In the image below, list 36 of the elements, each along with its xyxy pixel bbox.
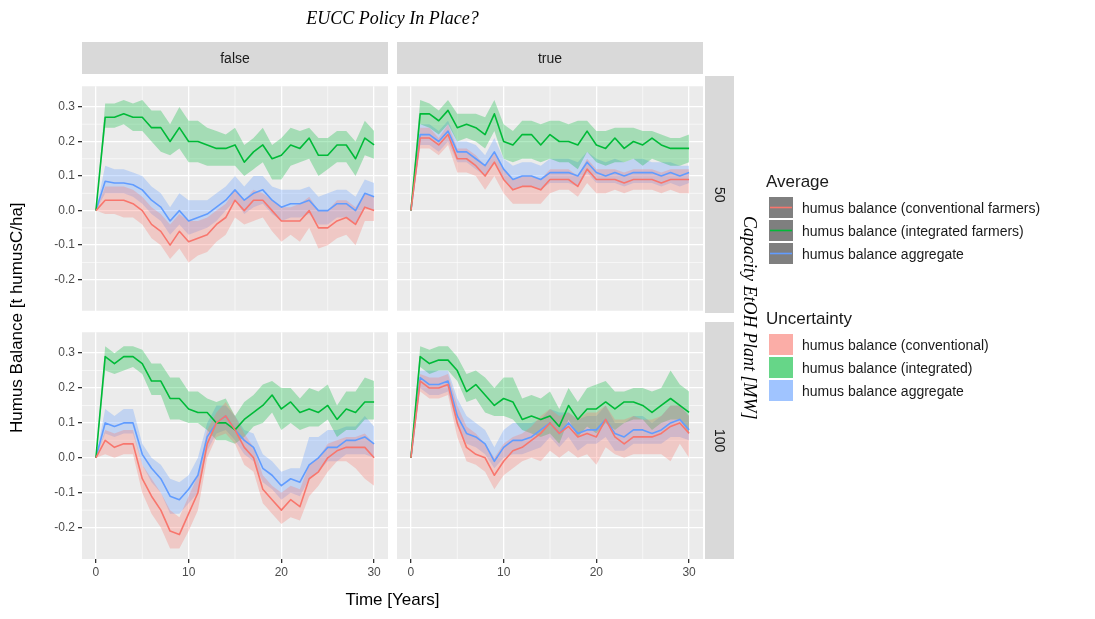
x-tick-label: 10	[181, 564, 196, 579]
text: humus balance (conventional)	[802, 336, 989, 353]
text: Uncertainty	[766, 309, 853, 329]
x-axis-title: Time [Years]	[344, 590, 441, 610]
y-tick-label: 0.0	[58, 450, 76, 465]
x-tick-label: 20	[589, 564, 604, 579]
legend-label: humus balance aggregate	[802, 245, 964, 262]
legend-label: humus balance (conventional farmers)	[802, 199, 1041, 216]
x-tick-label: 10	[496, 564, 511, 579]
y2-axis-title: 100	[705, 322, 734, 559]
y-tick-label: 0.2	[58, 380, 76, 395]
y-tick-label: 0.3	[58, 345, 76, 360]
x-tick-label: 30	[367, 564, 382, 579]
text: Capacity EtOH Plant [MW]	[738, 214, 761, 422]
y-tick-label: -0.1	[54, 237, 76, 252]
x-tick-label: 20	[274, 564, 289, 579]
y-tick-label: 0.1	[58, 168, 76, 183]
y-tick-label: 0.2	[58, 133, 76, 148]
chart-subtitle: false	[82, 42, 388, 74]
y2-axis-title: 50	[705, 76, 734, 313]
y-tick-label: 0.1	[58, 415, 76, 430]
y-tick-label: 0.3	[58, 99, 76, 114]
y-tick-label: -0.1	[54, 485, 76, 500]
x-tick-label: 0	[407, 564, 415, 579]
text: humus balance aggregate	[802, 382, 964, 399]
y-tick-label: 0.0	[58, 202, 76, 217]
y-tick-label: -0.2	[54, 272, 76, 287]
chart-subtitle: true	[397, 42, 703, 74]
text: EUCC Policy In Place?	[305, 8, 480, 29]
text: humus balance (integrated)	[802, 359, 973, 376]
x-tick-label: 30	[682, 564, 697, 579]
legend-label: humus balance (integrated farmers)	[802, 222, 1024, 239]
y-tick-label: -0.2	[54, 519, 76, 534]
x-tick-label: 0	[92, 564, 100, 579]
legend-title: Average	[766, 172, 830, 192]
y-axis-title: Humus Balance [t humusC/ha]	[6, 201, 27, 435]
